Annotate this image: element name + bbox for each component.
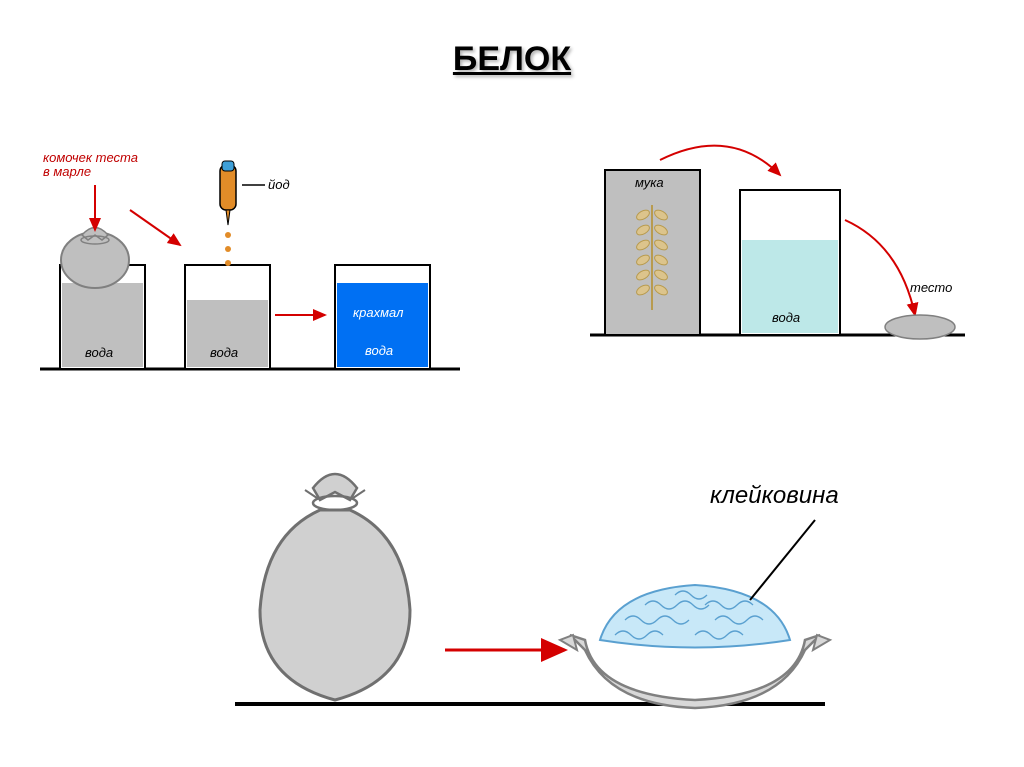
label-water-4: вода bbox=[772, 310, 800, 325]
label-water-1: вода bbox=[85, 345, 113, 360]
scene2-svg bbox=[580, 135, 970, 360]
label-flour: мука bbox=[635, 175, 664, 190]
page-title: БЕЛОК bbox=[0, 40, 1024, 79]
scene-flour-water-dough: мука вода тесто bbox=[580, 135, 970, 360]
label-dough-gauze: комочек теста в марле bbox=[43, 151, 138, 180]
label-dough: тесто bbox=[910, 280, 952, 295]
gluten-icon bbox=[560, 520, 830, 708]
label-gluten: клейковина bbox=[710, 482, 839, 510]
scene-sack-gluten: клейковина bbox=[205, 440, 845, 740]
label-water-2: вода bbox=[210, 345, 238, 360]
label-water-3: вода bbox=[365, 343, 393, 358]
label-iodine: йод bbox=[268, 177, 290, 192]
sack-icon bbox=[260, 474, 410, 700]
scene-dough-iodine-starch: комочек теста в марле йод вода вода крах… bbox=[40, 155, 460, 390]
label-starch: крахмал bbox=[353, 305, 403, 320]
